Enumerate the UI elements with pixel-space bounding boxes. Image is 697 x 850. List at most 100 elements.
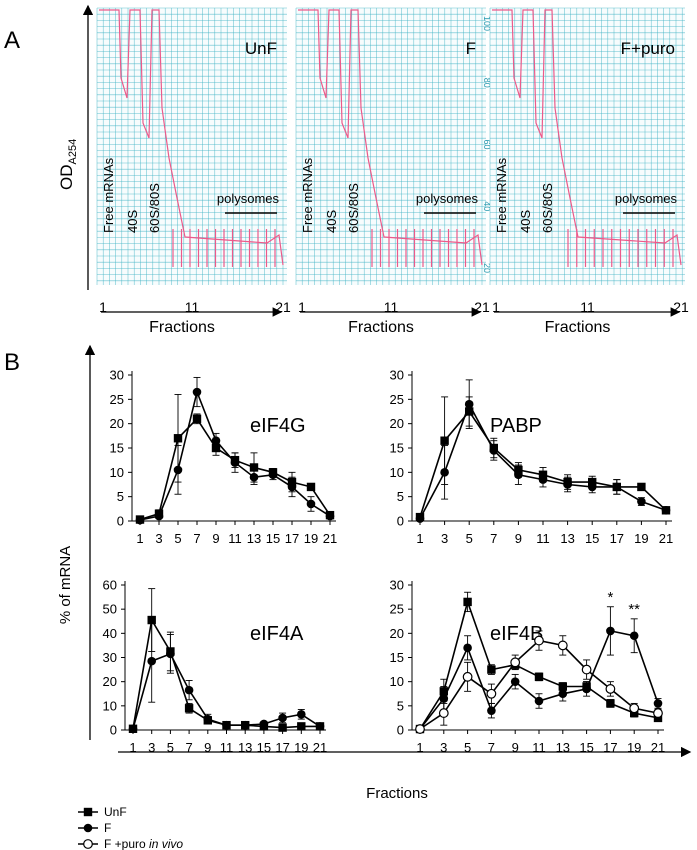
scale-label: 60 bbox=[482, 140, 492, 150]
point-unf bbox=[192, 414, 202, 423]
legend-item: F +puro in vivo bbox=[78, 837, 183, 850]
point-f bbox=[606, 626, 615, 636]
chart-title: eIF4A bbox=[250, 623, 304, 645]
x-tick-label: 1 bbox=[416, 740, 423, 755]
point-f bbox=[173, 465, 183, 475]
y-tick-label: 5 bbox=[397, 698, 404, 713]
x-tick-label: 3 bbox=[440, 740, 447, 755]
x-tick-label: 13 bbox=[560, 531, 574, 546]
y-tick-label: 20 bbox=[103, 674, 117, 689]
y-tick-label: 60 bbox=[103, 578, 117, 593]
point-f bbox=[240, 720, 250, 730]
series-line bbox=[419, 410, 667, 518]
point-f bbox=[464, 399, 474, 409]
point-f bbox=[629, 631, 639, 641]
legend-label: F bbox=[104, 821, 111, 835]
profile-title: F bbox=[466, 39, 476, 58]
x-tick-label: 21 bbox=[323, 531, 337, 546]
peak-label: Free mRNAs bbox=[494, 157, 509, 233]
x-tick-label: 19 bbox=[627, 740, 641, 755]
point-f-puro bbox=[581, 664, 592, 675]
x-tick-label: 3 bbox=[148, 740, 155, 755]
point-f bbox=[249, 472, 259, 482]
point-f bbox=[653, 699, 663, 708]
chart-title: eIF4B bbox=[490, 623, 543, 645]
point-unf bbox=[487, 665, 496, 674]
legend: UnF F F +puro in vivo bbox=[78, 805, 183, 850]
point-f-puro bbox=[83, 839, 93, 849]
x-tick-label: 17 bbox=[275, 740, 289, 755]
point-unf bbox=[173, 434, 183, 443]
x-tick-label: 9 bbox=[512, 740, 519, 755]
point-f bbox=[587, 482, 597, 492]
point-f bbox=[661, 505, 671, 515]
series-line bbox=[419, 402, 667, 519]
panel-label-b: B bbox=[4, 349, 20, 376]
point-f bbox=[278, 713, 287, 723]
profile-panel-f: 100 80 60 40 20 F Free mRNAs 40S 60S/80S polysome… bbox=[295, 7, 492, 336]
y-tick-label: 30 bbox=[390, 578, 404, 593]
series bbox=[415, 396, 671, 522]
point-f bbox=[440, 468, 449, 477]
point-f-puro bbox=[415, 724, 425, 734]
x-tick-label: 3 bbox=[441, 531, 448, 546]
y-tick-label: 20 bbox=[390, 626, 404, 641]
peak-label: 60S/80S bbox=[346, 183, 361, 233]
point-f bbox=[306, 499, 316, 509]
point-f bbox=[558, 689, 568, 699]
point-f-puro bbox=[534, 635, 544, 646]
point-f bbox=[230, 458, 240, 467]
point-f-puro bbox=[462, 671, 473, 682]
absorbance-trace bbox=[99, 9, 284, 266]
x-tick-label: 15 bbox=[579, 740, 593, 755]
y-tick-label: 20 bbox=[110, 416, 124, 431]
x-tick-label: 19 bbox=[634, 531, 648, 546]
absorbance-trace bbox=[298, 9, 483, 266]
x-tick-label: 7 bbox=[488, 740, 495, 755]
point-f bbox=[538, 475, 548, 484]
x-tick-label: 19 bbox=[294, 740, 308, 755]
y-tick-label: 10 bbox=[103, 698, 117, 713]
series-line bbox=[419, 599, 659, 730]
point-f bbox=[154, 511, 164, 521]
y-tick-label: 0 bbox=[117, 514, 124, 529]
fractions-label: Fractions bbox=[149, 319, 215, 336]
fraction-tick: 11 bbox=[185, 299, 200, 315]
y-tick-label: 5 bbox=[397, 489, 404, 504]
point-f bbox=[489, 446, 499, 455]
y-tick-label: 25 bbox=[390, 392, 404, 407]
fraction-tick: 11 bbox=[580, 299, 595, 315]
x-tick-label: 1 bbox=[136, 531, 143, 546]
x-tick-label: 7 bbox=[490, 531, 497, 546]
significance-marker: * bbox=[607, 589, 613, 606]
y-tick-label: 10 bbox=[110, 465, 124, 480]
point-unf bbox=[249, 463, 259, 472]
y-tick-label: 15 bbox=[110, 441, 124, 456]
y-tick-label: 15 bbox=[390, 650, 404, 665]
chart-paper bbox=[490, 8, 685, 285]
fraction-tick: 1 bbox=[492, 299, 500, 315]
series bbox=[128, 588, 325, 733]
panel-label-a: A bbox=[4, 27, 20, 54]
point-f bbox=[166, 649, 175, 659]
y-tick-label: 20 bbox=[390, 416, 404, 431]
series bbox=[415, 630, 663, 734]
profile-title: F+puro bbox=[621, 39, 675, 58]
legend-item: UnF bbox=[78, 805, 127, 819]
x-tick-label: 1 bbox=[416, 531, 423, 546]
x-tick-label: 15 bbox=[257, 740, 271, 755]
x-tick-label: 17 bbox=[285, 531, 299, 546]
x-tick-label: 1 bbox=[129, 740, 136, 755]
fractions-axis-label: Fractions bbox=[366, 785, 428, 802]
point-f-puro bbox=[653, 708, 663, 718]
point-f bbox=[83, 823, 93, 833]
chart-title: eIF4G bbox=[250, 415, 306, 437]
point-f bbox=[287, 482, 297, 492]
peak-label: 40S bbox=[125, 210, 140, 233]
scale-label: 100 bbox=[482, 16, 492, 31]
point-f-puro bbox=[486, 688, 497, 699]
y-tick-label: 10 bbox=[390, 465, 404, 480]
